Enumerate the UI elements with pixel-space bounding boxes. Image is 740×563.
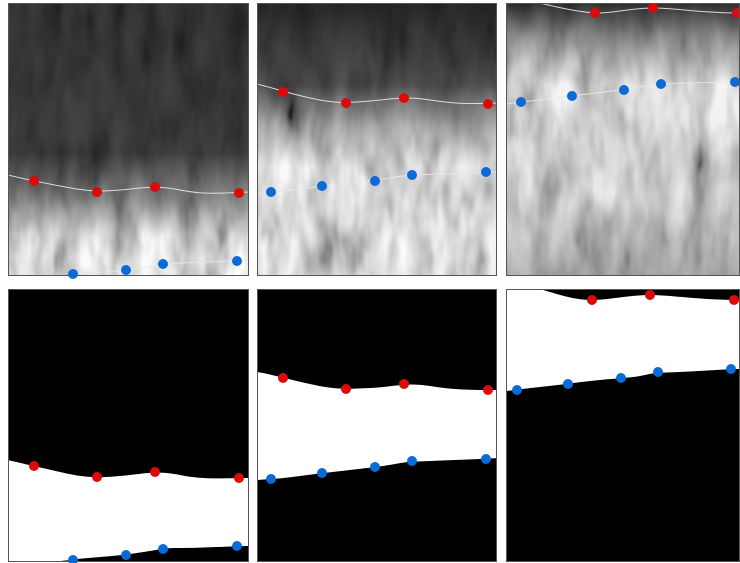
point [563, 379, 573, 389]
point [729, 295, 739, 305]
point [29, 461, 39, 471]
image-speckle [257, 3, 497, 276]
point [516, 97, 526, 107]
point [68, 269, 78, 279]
image-speckle [8, 3, 249, 276]
point [407, 456, 417, 466]
point [587, 295, 597, 305]
mask-panel-2 [257, 289, 497, 562]
point [726, 364, 736, 374]
point [512, 385, 522, 395]
point [92, 472, 102, 482]
point [341, 384, 351, 394]
point [266, 474, 276, 484]
point [121, 265, 131, 275]
image-speckle [506, 3, 740, 276]
mask-panel-1 [8, 289, 249, 562]
point [483, 99, 493, 109]
point [341, 98, 351, 108]
point [278, 373, 288, 383]
point [653, 367, 663, 377]
point [234, 473, 244, 483]
point [158, 544, 168, 554]
point [278, 87, 288, 97]
mask-panel-3 [506, 289, 740, 562]
point [158, 259, 168, 269]
image-panel-3 [506, 3, 740, 276]
point [481, 167, 491, 177]
point [481, 454, 491, 464]
point [317, 468, 327, 478]
point [590, 8, 600, 18]
point [399, 379, 409, 389]
point [150, 467, 160, 477]
point [234, 188, 244, 198]
point [567, 91, 577, 101]
point [266, 187, 276, 197]
point [29, 176, 39, 186]
image-panel-1 [8, 3, 249, 276]
point [483, 385, 493, 395]
point [150, 182, 160, 192]
point [317, 181, 327, 191]
point [648, 3, 658, 13]
point [399, 93, 409, 103]
point [645, 290, 655, 300]
point [232, 541, 242, 551]
point [656, 79, 666, 89]
point [121, 550, 131, 560]
point [407, 170, 417, 180]
point [730, 77, 740, 87]
point [619, 85, 629, 95]
point [232, 256, 242, 266]
image-panel-2 [257, 3, 497, 276]
point [370, 176, 380, 186]
point [92, 187, 102, 197]
point [370, 462, 380, 472]
point [616, 373, 626, 383]
